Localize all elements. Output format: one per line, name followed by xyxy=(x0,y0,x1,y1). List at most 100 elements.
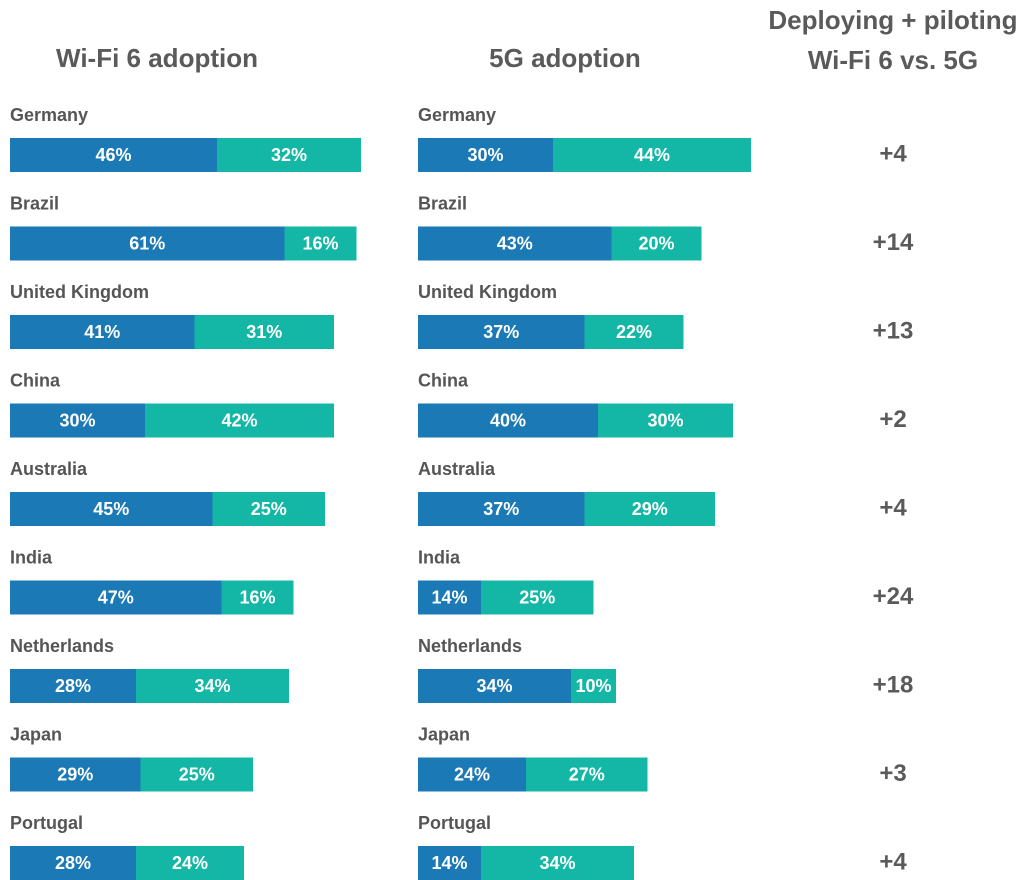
bar-segment xyxy=(481,580,594,615)
value-label: 61% xyxy=(129,233,165,253)
difference-label: +4 xyxy=(879,848,907,875)
value-label: 27% xyxy=(569,764,605,784)
bar-segment xyxy=(418,138,553,172)
bar-segment xyxy=(481,846,634,880)
value-label: 16% xyxy=(302,233,338,253)
value-label: 37% xyxy=(483,499,519,519)
value-label: 46% xyxy=(95,145,131,165)
value-label: 29% xyxy=(632,499,668,519)
bar-segment xyxy=(418,757,526,792)
bar-segment xyxy=(598,403,733,438)
value-label: 16% xyxy=(239,587,275,607)
difference-label: +18 xyxy=(873,671,914,698)
value-label: 47% xyxy=(98,587,134,607)
value-label: 34% xyxy=(476,676,512,696)
value-label: 30% xyxy=(467,145,503,165)
value-label: 42% xyxy=(221,410,257,430)
difference-title: Deploying + piloting xyxy=(768,5,1017,35)
bar-segment xyxy=(10,580,222,615)
value-label: 24% xyxy=(454,764,490,784)
value-label: 10% xyxy=(575,676,611,696)
bar-segment xyxy=(284,226,357,261)
bar-segment xyxy=(10,669,136,703)
value-label: 34% xyxy=(194,676,230,696)
bar-segment xyxy=(418,580,481,615)
category-label: Netherlands xyxy=(10,636,114,656)
difference-label: +2 xyxy=(879,406,906,433)
bar-segment xyxy=(10,315,195,349)
bar-segment xyxy=(136,846,244,880)
value-label: 14% xyxy=(431,587,467,607)
bar-segment xyxy=(418,492,585,526)
category-label: Germany xyxy=(418,105,496,125)
value-label: 41% xyxy=(84,322,120,342)
bar-segment xyxy=(145,403,334,438)
value-label: 25% xyxy=(179,764,215,784)
category-label: Germany xyxy=(10,105,88,125)
bar-segment xyxy=(418,226,612,261)
bar-segment xyxy=(10,846,136,880)
value-label: 32% xyxy=(271,145,307,165)
value-label: 30% xyxy=(647,410,683,430)
bar-segment xyxy=(584,492,715,526)
chart-title: 5G adoption xyxy=(489,43,641,73)
bar-segment xyxy=(553,138,751,172)
category-label: Japan xyxy=(418,724,470,744)
value-label: 14% xyxy=(431,853,467,873)
category-label: Australia xyxy=(418,459,496,479)
value-label: 28% xyxy=(55,676,91,696)
category-label: China xyxy=(418,370,469,390)
difference-label: +13 xyxy=(873,317,914,344)
bar-segment xyxy=(217,138,361,172)
difference-title: Wi-Fi 6 vs. 5G xyxy=(808,45,978,75)
value-label: 40% xyxy=(490,410,526,430)
category-label: India xyxy=(418,547,461,567)
value-label: 29% xyxy=(57,764,93,784)
category-label: China xyxy=(10,370,61,390)
bar-segment xyxy=(418,669,571,703)
bar-segment xyxy=(584,315,684,349)
value-label: 22% xyxy=(616,322,652,342)
value-label: 28% xyxy=(55,853,91,873)
bar-segment xyxy=(418,846,481,880)
value-label: 31% xyxy=(246,322,282,342)
value-label: 34% xyxy=(539,853,575,873)
bar-segment xyxy=(212,492,325,526)
bar-segment xyxy=(10,757,141,792)
difference-label: +4 xyxy=(879,494,907,521)
bar-segment xyxy=(221,580,294,615)
category-label: United Kingdom xyxy=(418,282,557,302)
value-label: 20% xyxy=(638,233,674,253)
bar-segment xyxy=(10,138,217,172)
value-label: 25% xyxy=(519,587,555,607)
bar-segment xyxy=(10,403,145,438)
chart-title: Wi-Fi 6 adoption xyxy=(56,43,258,73)
bar-segment xyxy=(194,315,334,349)
difference-label: +3 xyxy=(879,760,906,787)
difference-label: +14 xyxy=(873,229,914,256)
category-label: Portugal xyxy=(10,813,83,833)
value-label: 44% xyxy=(634,145,670,165)
category-label: Japan xyxy=(10,724,62,744)
difference-label: +4 xyxy=(879,140,907,167)
bar-segment xyxy=(140,757,253,792)
bar-segment xyxy=(10,492,213,526)
value-label: 45% xyxy=(93,499,129,519)
bar-segment xyxy=(136,669,289,703)
category-label: Brazil xyxy=(10,193,59,213)
bar-segment xyxy=(611,226,702,261)
category-label: India xyxy=(10,547,53,567)
value-label: 25% xyxy=(251,499,287,519)
bar-segment xyxy=(571,669,616,703)
category-label: Brazil xyxy=(418,193,467,213)
category-label: Portugal xyxy=(418,813,491,833)
bar-segment xyxy=(418,403,598,438)
bar-segment xyxy=(526,757,648,792)
value-label: 37% xyxy=(483,322,519,342)
value-label: 43% xyxy=(497,233,533,253)
value-label: 30% xyxy=(59,410,95,430)
bar-segment xyxy=(10,226,285,261)
category-label: Netherlands xyxy=(418,636,522,656)
difference-label: +24 xyxy=(873,583,914,610)
